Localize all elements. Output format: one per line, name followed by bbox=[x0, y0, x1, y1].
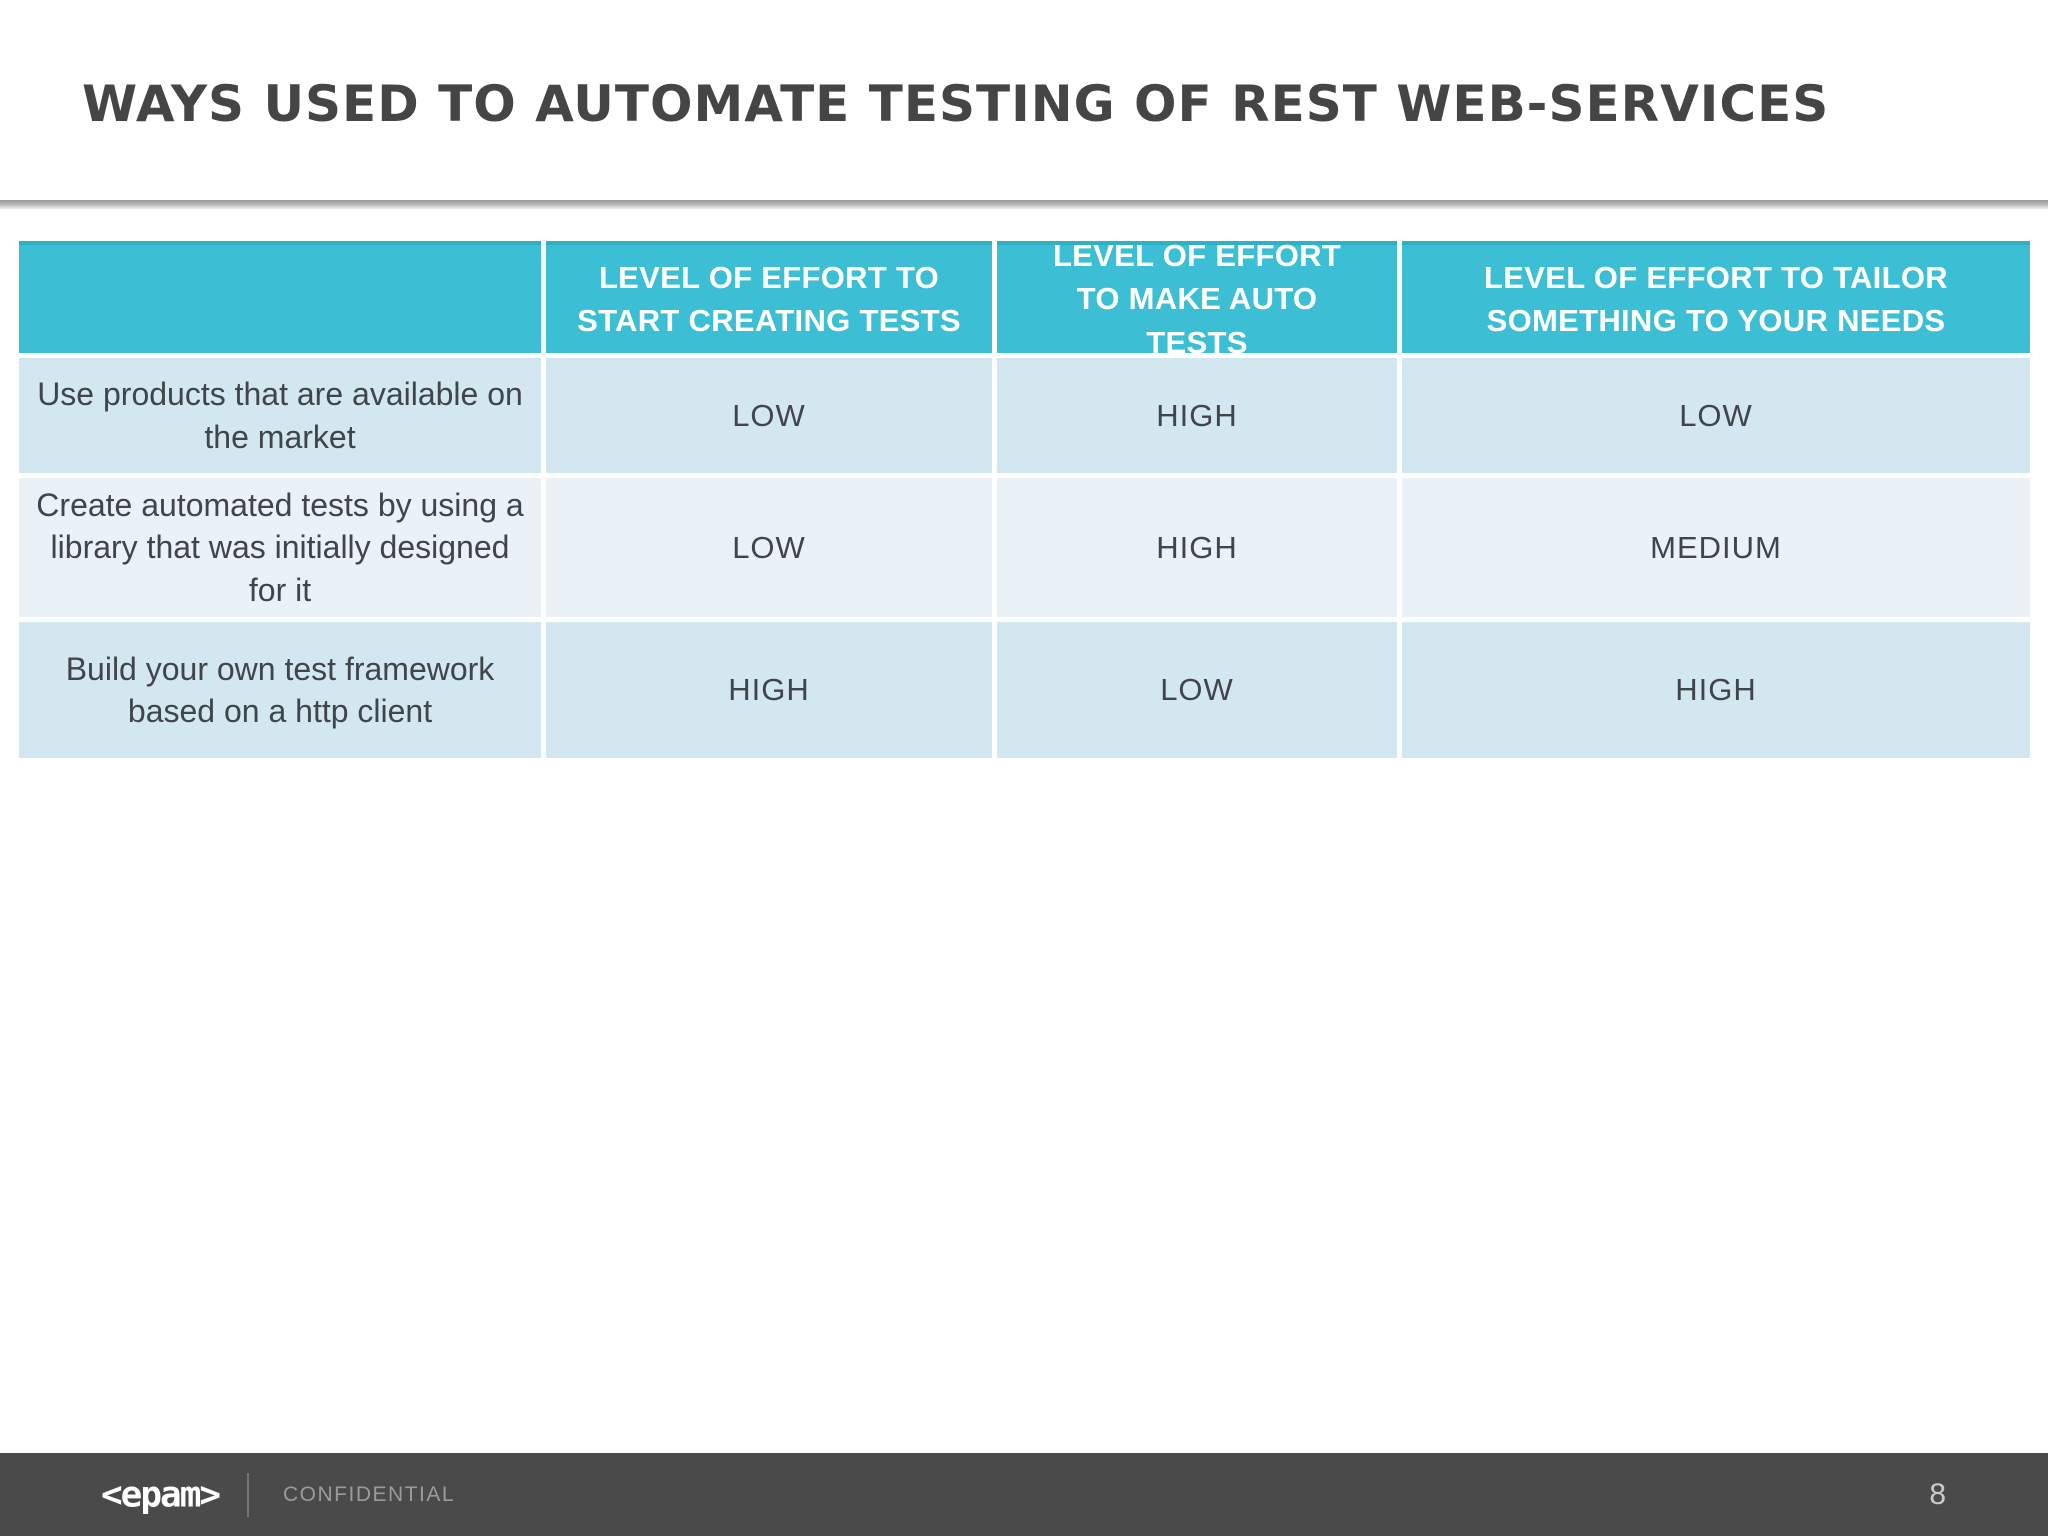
table-cell: LOW bbox=[546, 358, 992, 473]
title-divider-line bbox=[0, 200, 2048, 209]
table-row-label: Use products that are available on the m… bbox=[19, 358, 541, 473]
table-cell: LOW bbox=[1402, 358, 2030, 473]
table-cell: HIGH bbox=[1402, 622, 2030, 758]
footer-divider bbox=[247, 1472, 249, 1517]
table-cell: LOW bbox=[546, 478, 992, 617]
confidential-label: CONFIDENTIAL bbox=[283, 1482, 456, 1506]
table-row-label: Create automated tests by using a librar… bbox=[19, 478, 541, 617]
epam-logo: <epam> bbox=[101, 1474, 221, 1515]
table-header-cell-make-auto: LEVEL OF EFFORT TO MAKE AUTO TESTS bbox=[997, 238, 1397, 360]
table-header-cell-empty bbox=[19, 241, 541, 353]
table-cell: MEDIUM bbox=[1402, 478, 2030, 617]
table-row-label: Build your own test framework based on a… bbox=[19, 622, 541, 758]
table-header-cell-tailor: LEVEL OF EFFORT TO TAILOR SOMETHING TO Y… bbox=[1402, 241, 2030, 353]
page-title: WAYS USED TO AUTOMATE TESTING OF REST WE… bbox=[82, 75, 1830, 133]
table-cell: HIGH bbox=[997, 478, 1397, 617]
footer-bar: <epam> CONFIDENTIAL 8 bbox=[0, 1453, 2048, 1536]
table-cell: HIGH bbox=[546, 622, 992, 758]
table-header-cell-start-creating: LEVEL OF EFFORT TO START CREATING TESTS bbox=[546, 241, 992, 353]
effort-comparison-table: LEVEL OF EFFORT TO START CREATING TESTS … bbox=[19, 238, 2030, 758]
page-number: 8 bbox=[1929, 1477, 1946, 1511]
table-cell: LOW bbox=[997, 622, 1397, 758]
table-cell: HIGH bbox=[997, 358, 1397, 473]
